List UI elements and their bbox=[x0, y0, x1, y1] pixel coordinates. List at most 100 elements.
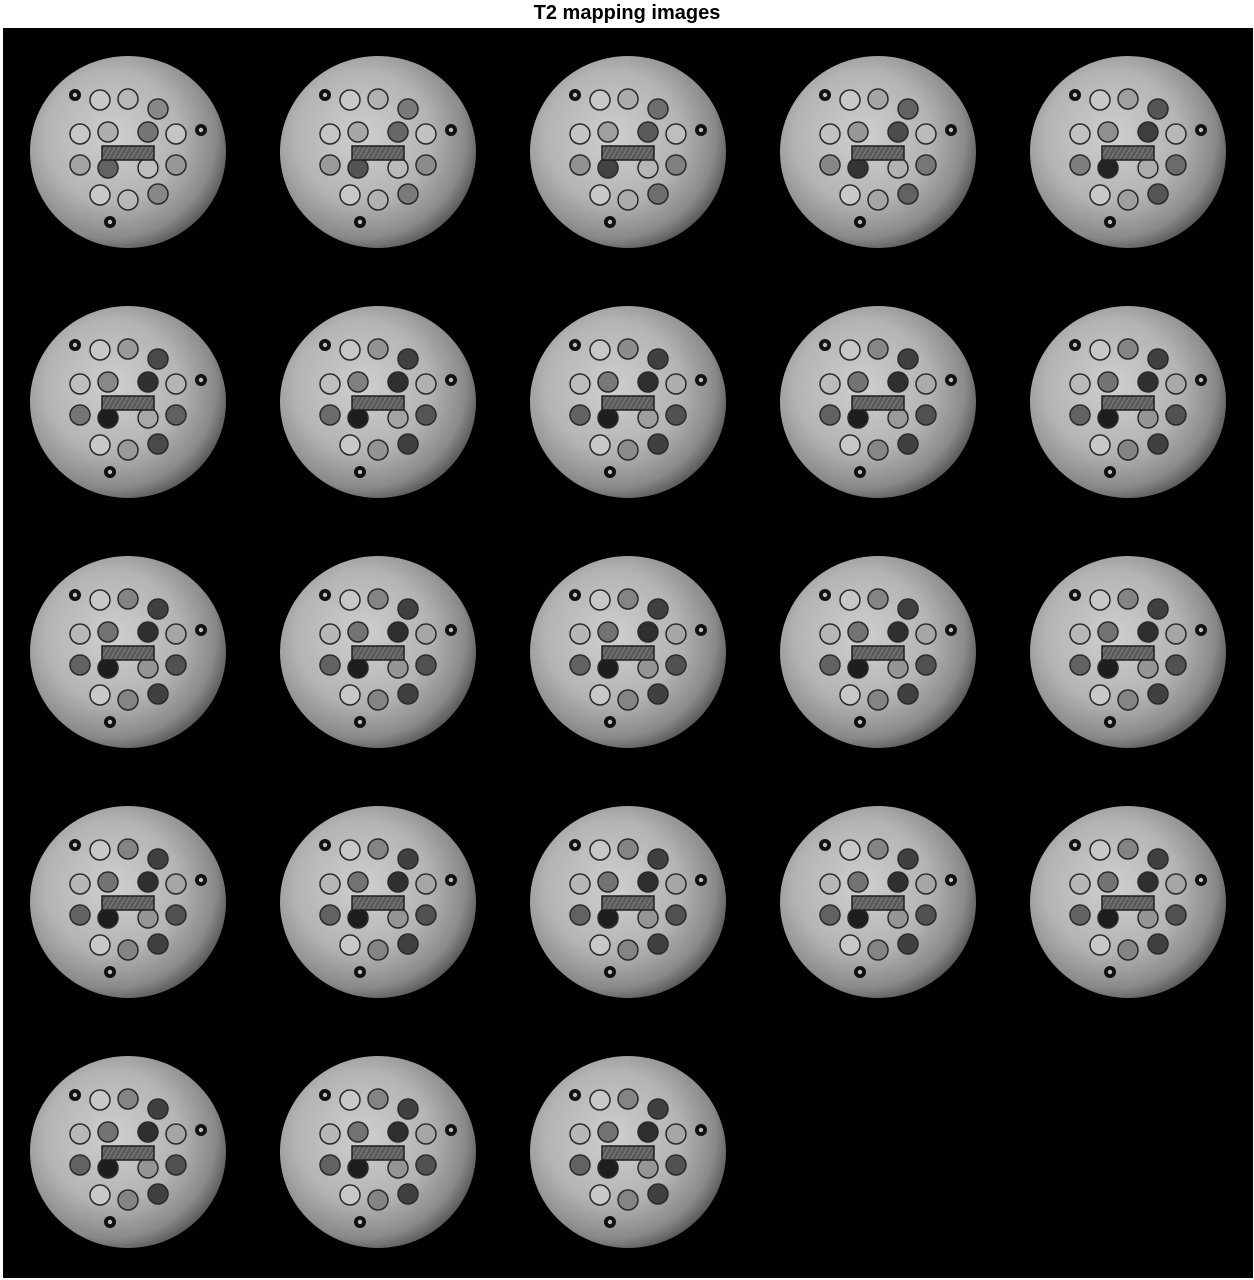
phantom-vial bbox=[1089, 839, 1111, 861]
phantom-vial bbox=[897, 433, 919, 455]
phantom-vial bbox=[319, 654, 341, 676]
phantom-fiducial-core bbox=[1198, 127, 1204, 133]
phantom-vial bbox=[1069, 123, 1091, 145]
phantom-vial bbox=[319, 373, 341, 395]
phantom-vial bbox=[589, 339, 611, 361]
phantom-vial bbox=[1117, 338, 1139, 360]
phantom-vial bbox=[69, 873, 91, 895]
phantom-vial bbox=[165, 623, 187, 645]
phantom-center-block bbox=[101, 895, 155, 911]
phantom-vial bbox=[137, 1157, 159, 1179]
phantom-vial bbox=[1097, 871, 1119, 893]
phantom-fiducial-core bbox=[1198, 877, 1204, 883]
phantom-vial bbox=[69, 904, 91, 926]
phantom-vial bbox=[97, 907, 119, 929]
phantom-vial bbox=[887, 907, 909, 929]
phantom-vial bbox=[589, 684, 611, 706]
phantom-vial bbox=[319, 904, 341, 926]
phantom-vial bbox=[339, 339, 361, 361]
phantom-fiducial-core bbox=[857, 469, 863, 475]
phantom-vial bbox=[367, 338, 389, 360]
phantom-frame bbox=[280, 806, 476, 998]
phantom-frame bbox=[530, 1056, 726, 1248]
phantom-fiducial-core bbox=[857, 219, 863, 225]
phantom-vial bbox=[1117, 189, 1139, 211]
phantom-fiducial-core bbox=[698, 877, 704, 883]
phantom-center-block bbox=[1101, 895, 1155, 911]
phantom-vial bbox=[569, 154, 591, 176]
phantom-vial bbox=[569, 873, 591, 895]
phantom-vial bbox=[897, 98, 919, 120]
phantom-fiducial-core bbox=[1198, 377, 1204, 383]
phantom-vial bbox=[839, 339, 861, 361]
phantom-vial bbox=[147, 433, 169, 455]
phantom-fiducial-core bbox=[357, 1219, 363, 1225]
phantom-vial bbox=[1147, 183, 1169, 205]
phantom-vial bbox=[617, 588, 639, 610]
phantom-frame bbox=[30, 56, 226, 248]
phantom-vial bbox=[847, 621, 869, 643]
phantom-frame bbox=[530, 56, 726, 248]
phantom-vial bbox=[165, 154, 187, 176]
phantom-vial bbox=[665, 1154, 687, 1176]
phantom-vial bbox=[1089, 684, 1111, 706]
phantom-fiducial-core bbox=[448, 627, 454, 633]
phantom-fiducial-core bbox=[607, 1219, 613, 1225]
phantom-center-block bbox=[101, 645, 155, 661]
phantom-fiducial-core bbox=[198, 377, 204, 383]
phantom-vial bbox=[819, 123, 841, 145]
phantom-vial bbox=[387, 621, 409, 643]
phantom-center-block bbox=[351, 1145, 405, 1161]
phantom-vial bbox=[69, 1154, 91, 1176]
phantom-vial bbox=[569, 1154, 591, 1176]
phantom-vial bbox=[1089, 89, 1111, 111]
phantom-vial bbox=[867, 338, 889, 360]
phantom-vial bbox=[397, 598, 419, 620]
phantom-vial bbox=[147, 1183, 169, 1205]
phantom-vial bbox=[165, 1123, 187, 1145]
phantom-vial bbox=[387, 371, 409, 393]
phantom-vial bbox=[647, 98, 669, 120]
phantom-vial bbox=[165, 373, 187, 395]
phantom-vial bbox=[347, 657, 369, 679]
phantom-vial bbox=[117, 588, 139, 610]
phantom-vial bbox=[637, 407, 659, 429]
phantom-vial bbox=[339, 934, 361, 956]
phantom-vial bbox=[597, 657, 619, 679]
phantom-vial bbox=[1137, 907, 1159, 929]
phantom-fiducial-core bbox=[357, 969, 363, 975]
phantom-center-block bbox=[101, 1145, 155, 1161]
phantom-vial bbox=[847, 157, 869, 179]
phantom-vial bbox=[347, 121, 369, 143]
phantom-vial bbox=[597, 1121, 619, 1143]
phantom-vial bbox=[1089, 589, 1111, 611]
phantom-vial bbox=[387, 907, 409, 929]
phantom-fiducial-core bbox=[1072, 92, 1078, 98]
phantom-fiducial-core bbox=[72, 592, 78, 598]
phantom-vial bbox=[597, 871, 619, 893]
phantom-vial bbox=[819, 623, 841, 645]
phantom-vial bbox=[397, 1183, 419, 1205]
phantom-fiducial-core bbox=[322, 842, 328, 848]
phantom-vial bbox=[1137, 621, 1159, 643]
phantom-vial bbox=[569, 373, 591, 395]
phantom-vial bbox=[647, 848, 669, 870]
phantom-vial bbox=[89, 839, 111, 861]
phantom-vial bbox=[97, 407, 119, 429]
phantom-vial bbox=[339, 434, 361, 456]
phantom-vial bbox=[97, 371, 119, 393]
phantom-vial bbox=[887, 371, 909, 393]
phantom-fiducial-core bbox=[357, 219, 363, 225]
phantom-vial bbox=[367, 1088, 389, 1110]
phantom-vial bbox=[839, 589, 861, 611]
phantom-vial bbox=[367, 189, 389, 211]
phantom-vial bbox=[147, 598, 169, 620]
phantom-vial bbox=[89, 339, 111, 361]
phantom-vial bbox=[589, 934, 611, 956]
phantom-vial bbox=[1137, 871, 1159, 893]
phantom-vial bbox=[1097, 657, 1119, 679]
montage-canvas bbox=[30, 56, 1226, 1248]
phantom-fiducial-core bbox=[107, 719, 113, 725]
phantom-vial bbox=[597, 1157, 619, 1179]
phantom-vial bbox=[1117, 439, 1139, 461]
